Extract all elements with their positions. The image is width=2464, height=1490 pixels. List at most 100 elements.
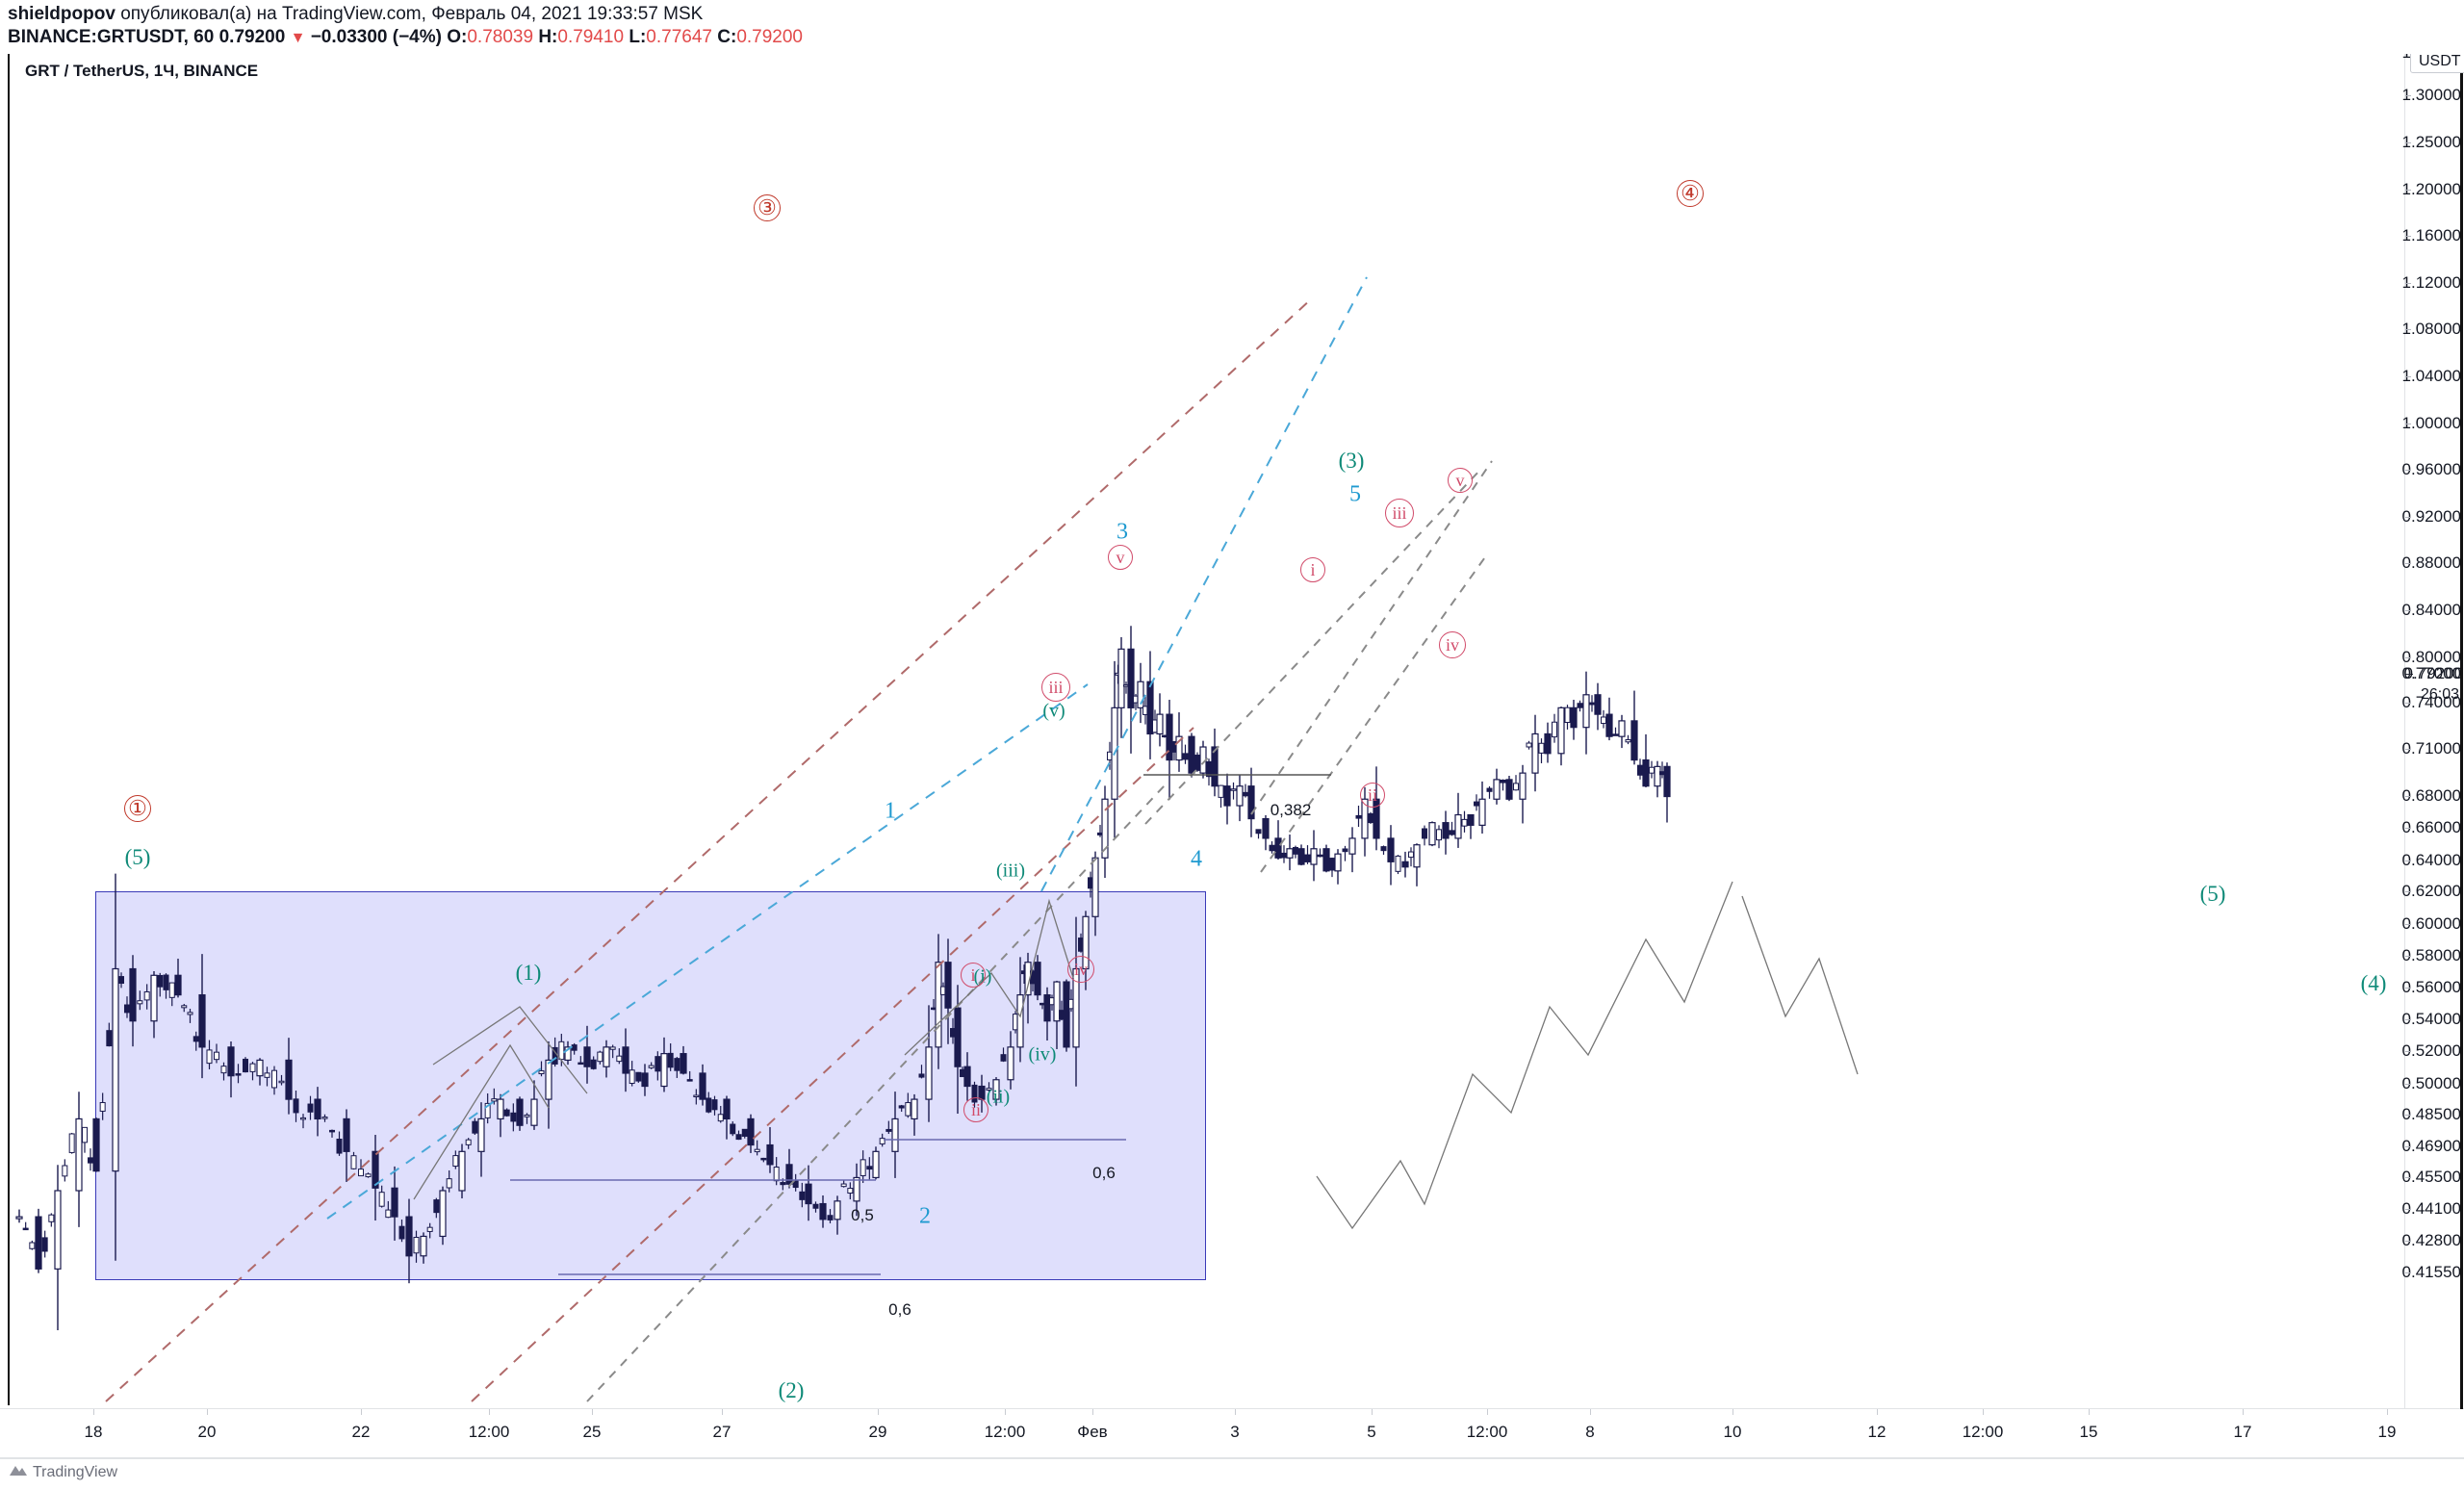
fib-level-label: 0,5 (851, 1206, 874, 1224)
high-label: H: (538, 27, 558, 47)
wave-label[interactable]: iii (1041, 673, 1070, 702)
time-axis-tick (2089, 1409, 2090, 1415)
time-axis-tick (93, 1409, 94, 1415)
tradingview-logo-icon (10, 1463, 27, 1481)
price-axis-border (2460, 39, 2463, 1409)
highlight-rectangle[interactable] (95, 891, 1206, 1280)
time-axis-label: 22 (351, 1423, 371, 1441)
price-axis-tick (2405, 190, 2411, 191)
guide-line-grey-1 (586, 784, 1166, 1402)
wave-label[interactable]: (4) (2360, 971, 2387, 995)
guide-line-grey-4 (1260, 553, 1488, 873)
wave-label[interactable]: iv (1439, 631, 1466, 658)
price-axis-label: 0.92000 (2401, 507, 2461, 526)
price-axis-label: 0.44100 (2401, 1199, 2461, 1218)
wave-label[interactable]: ii (963, 1097, 988, 1122)
high-value: 0.79410 (557, 27, 625, 47)
wave-label[interactable]: i (1300, 557, 1325, 582)
time-axis-tick (1235, 1409, 1236, 1415)
price-axis-label: 0.64000 (2401, 851, 2461, 869)
chart-plot-area[interactable]: ① ③ ④ (5) (1) (2) (3) (4) (5) 1 2 3 4 5 iii v (v) (iii) (i… (10, 54, 2404, 1405)
tradingview-brand-label: TradingView (33, 1463, 118, 1480)
close-label: C: (717, 27, 737, 47)
wave-label[interactable]: (iv) (1028, 1043, 1057, 1066)
price-axis-label: 1.30000 (2401, 86, 2461, 104)
current-price-label: 0.79200 (2403, 664, 2463, 682)
wave-label[interactable]: (v) (1042, 700, 1065, 722)
wave-label[interactable]: iii (1385, 499, 1414, 527)
wave-label[interactable]: 3 (1116, 519, 1128, 545)
price-axis-label: 0.52000 (2401, 1041, 2461, 1060)
price-axis-tick (2405, 1177, 2411, 1178)
wave-label[interactable]: ④ (1677, 180, 1704, 207)
wave-label[interactable]: 2 (919, 1203, 931, 1229)
wave-label[interactable]: iv (1067, 956, 1094, 983)
wave-label[interactable]: ③ (754, 194, 781, 221)
price-axis-tick (2405, 283, 2411, 284)
chart-symbol-legend: GRT / TetherUS, 1Ч, BINANCE (25, 62, 259, 80)
time-axis-label: 25 (582, 1423, 602, 1441)
tradingview-brand[interactable]: TradingView (10, 1463, 117, 1481)
price-axis-tick (2405, 1019, 2411, 1020)
time-axis-label: 10 (1723, 1423, 1742, 1441)
time-axis[interactable]: 18 20 22 12:00 25 27 29 12:00 Фев 3 5 12:00 8 10 12 12:… (0, 1408, 2464, 1459)
low-label: L: (629, 27, 647, 47)
time-axis-label: 12:00 (468, 1423, 510, 1441)
fib-level-label: 0,382 (1270, 801, 1312, 819)
time-axis-tick (1590, 1409, 1591, 1415)
price-change: −0.03300 (−4%) (310, 27, 442, 47)
price-axis-tick (2405, 1209, 2411, 1210)
low-value: 0.77647 (646, 27, 712, 47)
time-axis-label: 3 (1230, 1423, 1240, 1441)
channel-line-lower-red (471, 727, 1194, 1402)
price-axis-tick (2405, 828, 2411, 829)
price-axis-label: 0.71000 (2401, 739, 2461, 758)
wave-label[interactable]: v (1108, 545, 1133, 570)
wave-label[interactable]: ① (124, 795, 151, 822)
wave-label[interactable]: 4 (1191, 846, 1202, 872)
time-axis-tick (2243, 1409, 2244, 1415)
price-axis[interactable]: 1.350001.300001.250001.200001.160001.120… (2401, 39, 2464, 1409)
time-axis-label: 27 (712, 1423, 732, 1441)
guide-line-blue-1 (326, 683, 1089, 1220)
wave-connector-left1 (432, 1006, 588, 1094)
price-axis-tick (2405, 657, 2411, 658)
time-axis-label: 20 (197, 1423, 217, 1441)
time-axis-tick (207, 1409, 208, 1415)
wave-label[interactable]: (2) (778, 1378, 805, 1402)
price-axis-tick (2405, 1051, 2411, 1052)
price-axis-label: 0.68000 (2401, 786, 2461, 805)
price-axis-tick (2405, 517, 2411, 518)
time-axis-tick (2387, 1409, 2388, 1415)
fib-level-label: 0,6 (1092, 1164, 1116, 1182)
wave-label[interactable]: (ii) (986, 1086, 1011, 1108)
price-axis-tick (2405, 891, 2411, 892)
wave-label[interactable]: (iii) (996, 860, 1025, 882)
price-axis-tick (2405, 1272, 2411, 1273)
down-triangle-icon: ▼ (290, 30, 306, 46)
time-axis-tick (1092, 1409, 1093, 1415)
wave-label[interactable]: ii (1360, 783, 1385, 808)
wave-label[interactable]: (5) (124, 845, 151, 869)
wave-label[interactable]: 5 (1349, 481, 1361, 507)
published-text: опубликовал(а) на TradingView.com, (120, 4, 426, 24)
time-axis-tick (361, 1409, 362, 1415)
price-axis-label: 0.48500 (2401, 1105, 2461, 1123)
wave-label[interactable]: i (961, 963, 986, 988)
price-axis-label: 1.08000 (2401, 320, 2461, 338)
price-axis-tick (2405, 1146, 2411, 1147)
time-axis-border (0, 1457, 2464, 1459)
chart-header: shieldpopov опубликовал(а) на TradingVie… (0, 0, 2464, 54)
price-axis-tick (2405, 1115, 2411, 1116)
time-axis-tick (722, 1409, 723, 1415)
wave-label[interactable]: (5) (2199, 882, 2226, 906)
currency-badge: USDT (2410, 50, 2464, 73)
price-axis-label: 1.12000 (2401, 273, 2461, 292)
time-axis-tick (878, 1409, 879, 1415)
wave-label[interactable]: v (1448, 468, 1473, 493)
publisher-line: shieldpopov опубликовал(а) на TradingVie… (8, 4, 703, 25)
wave-label[interactable]: 1 (885, 798, 896, 824)
wave-label[interactable]: (3) (1338, 449, 1365, 473)
wave-connector-left2 (413, 1043, 550, 1200)
wave-label[interactable]: (1) (515, 961, 542, 985)
